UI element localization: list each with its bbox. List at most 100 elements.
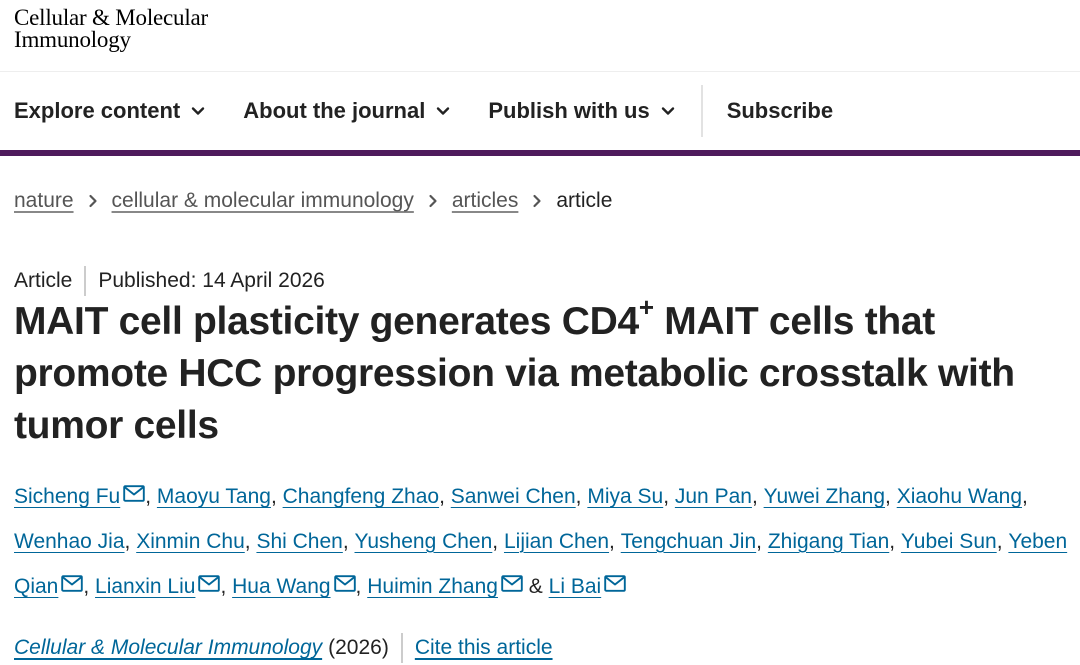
chevron-right-icon [533,194,541,208]
author-separator: , [270,485,283,508]
email-icon[interactable] [123,474,145,502]
journal-logo-line2: Immunology [14,27,131,52]
author-item: Maoyu Tang, [157,485,283,508]
journal-logo[interactable]: Cellular & Molecular Immunology [14,5,208,52]
author-separator: , [220,575,233,598]
author-separator: , [575,485,588,508]
nav-item-label: Explore content [14,98,181,123]
author-separator: , [996,529,1009,553]
published-date: Published: 14 April 2026 [98,269,325,292]
author-item: Li Bai [549,575,627,598]
nav-item-label: About the journal [243,98,426,123]
author-link[interactable]: Sanwei Chen [450,485,576,508]
author-link[interactable]: Zhigang Tian [767,529,890,553]
email-icon[interactable] [198,564,221,592]
article-meta: Article Published: 14 April 2026 [14,266,325,296]
journal-link[interactable]: Cellular & Molecular Immunology [14,636,323,659]
author-item: Yusheng Chen, [355,530,504,553]
author-separator: , [756,529,768,553]
title-superscript: + [638,292,654,322]
author-item: Yeben Qian, [14,530,1067,599]
author-link[interactable]: Yubei Sun [900,529,997,553]
article-title: MAIT cell plasticity generates CD4+ MAIT… [14,294,1074,452]
author-item: Wenhao Jia, [14,530,136,553]
author-separator: , [609,529,621,553]
breadcrumb-nature[interactable]: nature [14,189,74,212]
article-type: Article [14,269,73,292]
author-item: Tengchuan Jin, [621,530,768,553]
author-link[interactable]: Yeben Qian [14,529,1068,599]
citation-divider [400,633,403,663]
header-top: Cellular & Molecular Immunology [0,0,1080,72]
author-separator: , [244,529,257,553]
breadcrumb-current: article [556,189,613,212]
author-link[interactable]: Xiaohu Wang [896,485,1023,508]
author-link[interactable]: Li Bai [548,575,602,598]
author-item: Yuwei Zhang, [764,485,897,508]
email-icon[interactable] [333,564,356,592]
author-link[interactable]: Changfeng Zhao [282,485,440,508]
author-link[interactable]: Lianxin Liu [95,575,196,598]
nav-about-the-journal[interactable]: About the journal [243,98,450,124]
author-separator: , [751,485,764,508]
author-item: Yubei Sun, [901,530,1008,553]
author-separator: , [439,485,451,508]
author-item: Xinmin Chu, [136,530,256,553]
title-part-1: MAIT cell plasticity generates CD4 [14,300,639,343]
author-link[interactable]: Xinmin Chu [136,529,245,553]
email-icon[interactable] [501,564,523,592]
citation-year: (2026) [328,636,389,659]
author-link[interactable]: Shi Chen [256,529,343,553]
author-separator: , [342,529,355,553]
nav-item-label: Publish with us [488,98,650,123]
main-nav: Explore content About the journal Publis… [0,72,1080,156]
meta-divider [84,266,87,296]
author-separator: & [522,575,549,598]
subscribe-label: Subscribe [726,98,834,123]
cite-this-article-link[interactable]: Cite this article [414,636,553,659]
author-link[interactable]: Jun Pan [674,485,752,508]
author-link[interactable]: Yuwei Zhang [763,485,886,508]
author-link[interactable]: Maoyu Tang [156,485,271,508]
author-link[interactable]: Wenhao Jia [14,529,125,553]
breadcrumb: nature cellular & molecular immunology a… [14,186,612,216]
author-link[interactable]: Lijian Chen [503,529,610,553]
author-separator: , [492,529,504,553]
nav-publish-with-us[interactable]: Publish with us [488,98,674,124]
author-item: Hua Wang, [232,575,367,598]
citation-line: Cellular & Molecular Immunology (2026) C… [14,632,553,664]
site-header: Cellular & Molecular Immunology Explore … [0,0,1080,156]
author-item: Shi Chen, [256,530,354,553]
chevron-right-icon [88,194,97,208]
journal-logo-line1: Cellular & Molecular [14,5,208,30]
author-item: Huimin Zhang & [367,575,548,598]
author-link[interactable]: Sicheng Fu [14,485,121,508]
email-icon[interactable] [604,564,626,592]
author-link[interactable]: Huimin Zhang [367,575,498,598]
author-list: Sicheng Fu, Maoyu Tang, Changfeng Zhao, … [14,474,1080,610]
chevron-down-icon [661,107,674,115]
breadcrumb-journal[interactable]: cellular & molecular immunology [111,189,414,212]
author-link[interactable]: Miya Su [587,485,664,508]
email-icon[interactable] [61,564,84,592]
author-link[interactable]: Hua Wang [232,575,331,598]
nav-explore-content[interactable]: Explore content [14,98,205,124]
author-separator: , [663,485,675,508]
author-separator: , [1022,485,1028,508]
author-item: Zhigang Tian, [768,530,901,553]
author-separator: , [889,529,901,553]
author-separator: , [124,529,137,553]
author-item: Xiaohu Wang, [897,485,1028,508]
author-separator: , [885,485,897,508]
subscribe-link[interactable]: Subscribe [727,98,833,124]
author-item: Changfeng Zhao, [283,485,451,508]
chevron-down-icon [437,107,450,115]
chevron-down-icon [192,107,205,115]
author-item: Lianxin Liu, [95,575,232,598]
author-link[interactable]: Tengchuan Jin [620,529,757,553]
author-separator: , [145,485,157,508]
breadcrumb-articles[interactable]: articles [451,189,519,212]
author-separator: , [83,575,96,598]
author-item: Sanwei Chen, [451,485,588,508]
author-link[interactable]: Yusheng Chen [354,529,493,553]
